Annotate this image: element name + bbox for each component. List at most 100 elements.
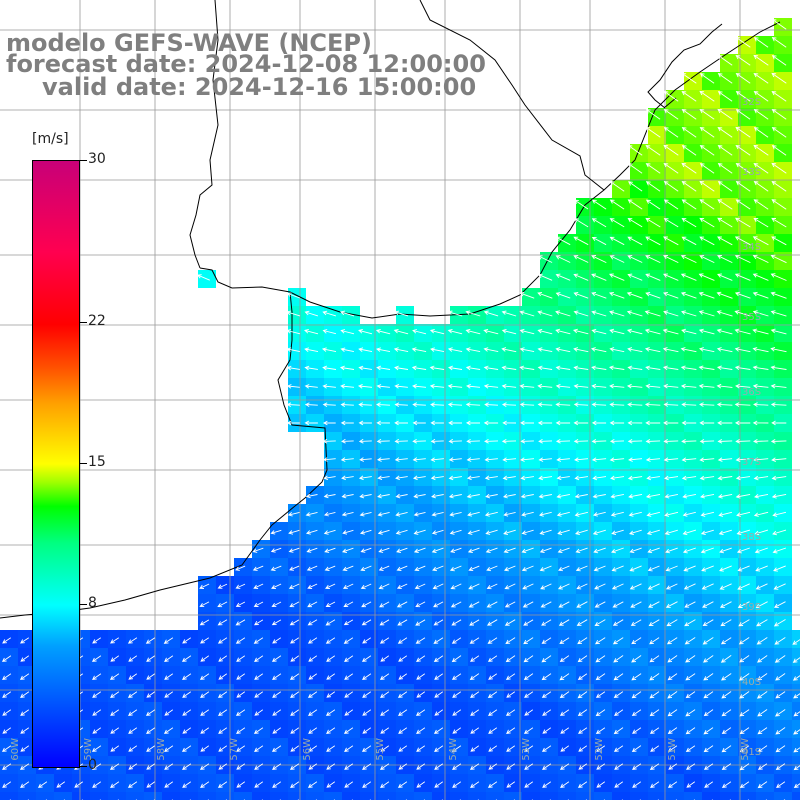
wind-arrow [573,255,589,263]
wind-arrow [577,709,588,717]
wind-arrow [485,493,498,499]
wind-arrow [377,511,390,517]
wind-arrow [146,673,156,680]
wind-arrow [703,745,714,753]
wind-arrow [757,709,768,717]
wind-arrow [397,619,408,626]
wind-arrow [522,583,534,590]
wind-arrow [541,619,552,626]
wind-arrow [305,529,318,535]
wind-arrow [596,781,606,788]
wind-arrow [413,493,426,499]
wind-arrow [470,745,480,752]
wind-arrow [650,781,660,788]
wind-arrow [734,291,751,299]
wind-arrow [610,511,624,517]
wind-arrow [753,402,769,407]
wind-arrow [326,673,336,680]
wind-arrow [594,619,606,626]
wind-arrow [199,601,210,608]
wind-arrow [756,691,768,699]
wind-arrow [304,365,318,371]
wind-arrow [289,673,300,680]
wind-arrow [592,511,606,517]
wind-arrow [254,763,264,770]
wind-arrow [734,254,751,264]
wind-arrow [645,383,661,389]
wind-arrow [591,218,607,228]
wind-arrow [253,727,264,734]
wind-arrow [735,475,751,481]
wind-arrow [611,547,624,554]
wind-arrow [644,328,661,335]
wind-arrow [716,365,733,371]
wind-arrow [361,619,372,626]
wind-arrow [609,291,625,299]
wind-arrow [716,310,733,317]
wind-arrow [666,619,678,627]
wind-arrow [574,475,588,481]
wind-arrow [775,727,786,735]
wind-arrow [504,565,516,572]
wind-arrow [718,511,733,517]
wind-arrow [664,529,678,536]
wind-arrow [681,236,697,246]
wind-arrow [591,439,607,444]
wind-arrow [735,439,751,444]
wind-speed-cell [684,792,702,800]
wind-arrow [663,236,679,246]
wind-arrow [771,90,787,102]
wind-arrow [340,383,355,389]
wind-arrow [649,655,660,663]
wind-arrow [502,475,516,481]
wind-arrow [667,745,678,752]
wind-arrow [164,655,174,662]
wind-arrow [753,54,769,66]
wind-arrow [735,54,751,66]
wind-arrow [663,402,679,407]
wind-arrow [466,383,481,389]
wind-speed-cell [792,774,800,792]
wind-arrow [685,709,696,717]
wind-arrow [305,493,318,499]
wind-arrow [555,383,571,389]
wind-arrow [379,619,390,626]
wind-arrow [503,547,516,554]
valid-date: valid date: 2024-12-16 15:00:00 [42,73,477,101]
wind-arrow [433,655,444,663]
wind-arrow [465,347,481,353]
wind-arrow [753,37,769,48]
wind-arrow [593,565,606,572]
wind-speed-cell [180,792,198,800]
wind-arrow [574,493,588,499]
wind-arrow [649,763,660,771]
wind-arrow [775,745,786,753]
wind-arrow [322,365,337,371]
wind-arrow [484,475,498,481]
wind-arrow [359,529,372,535]
wind-arrow [538,457,552,462]
wind-arrow [286,292,301,299]
colorbar-tick [79,321,87,323]
wind-arrow [628,457,643,462]
wind-arrow [627,236,643,246]
wind-arrow [344,709,354,716]
wind-speed-cell [792,666,800,684]
wind-arrow [717,475,733,481]
wind-arrow [627,475,643,481]
wind-arrow [286,402,300,407]
wind-arrow [667,781,678,788]
wind-arrow [699,145,715,156]
wind-arrow [376,402,391,407]
wind-arrow [717,493,733,499]
wind-arrow [521,529,534,535]
wind-arrow [449,529,462,535]
wind-arrow [699,420,715,426]
wind-arrow [469,637,480,644]
wind-arrow [289,619,300,626]
wind-arrow [483,365,499,371]
wind-arrow [685,691,696,699]
wind-arrow [398,709,408,716]
wind-arrow [290,691,300,698]
wind-arrow [559,691,570,699]
